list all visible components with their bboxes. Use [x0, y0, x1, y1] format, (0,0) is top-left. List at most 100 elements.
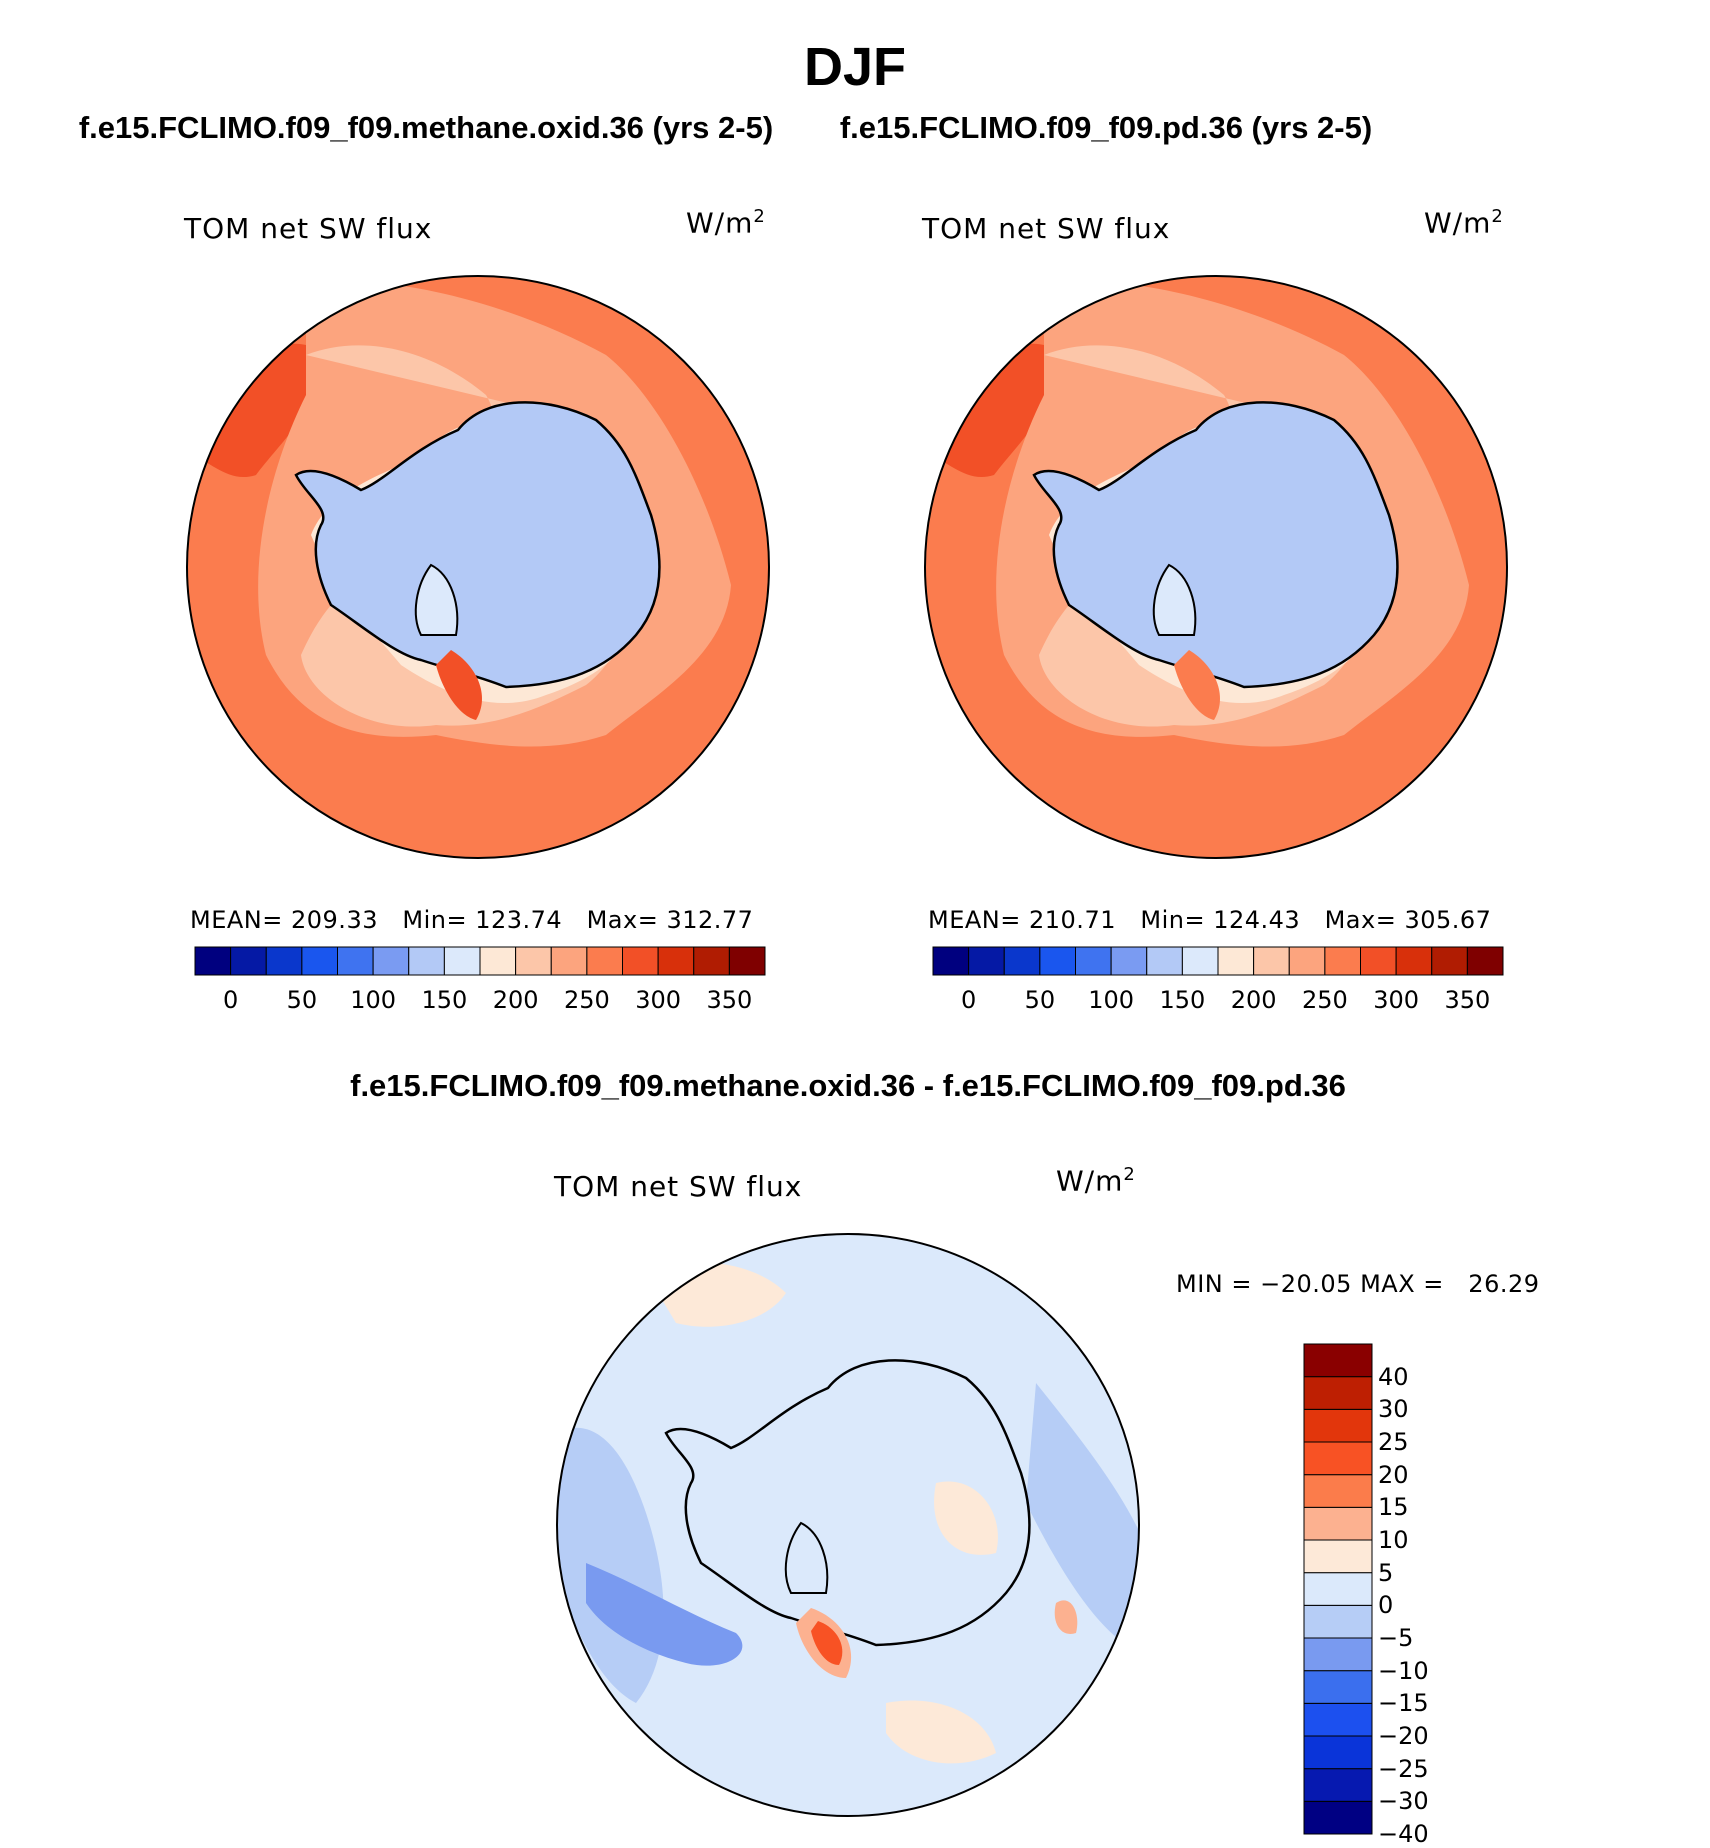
- colorbar-tick-label: −20: [1378, 1722, 1429, 1750]
- panel-1-colorbar: [194, 946, 766, 976]
- colorbar-swatch: [1303, 1343, 1373, 1378]
- panel-2-map: [924, 275, 1508, 859]
- panel-1-ross-sea-anomaly: [436, 650, 482, 720]
- panel-1-antarctica-ice: [296, 402, 660, 687]
- colorbar-swatch: [1431, 946, 1468, 976]
- panel-2-variable-label: TOM net SW flux: [922, 212, 1171, 245]
- panel-3-strong-negative-region: [586, 1563, 743, 1666]
- panel-2-colorbar-ticks: 0 50 100 150 200 250 300 350: [933, 986, 1503, 1016]
- colorbar-swatch: [550, 946, 588, 976]
- colorbar-tick-label: 0: [960, 986, 977, 1014]
- colorbar-swatch: [1303, 1604, 1373, 1639]
- colorbar-swatch: [1303, 1539, 1373, 1574]
- panel-1-map-border: [186, 275, 770, 859]
- panel-1-case-title: f.e15.FCLIMO.f09_f09.methane.oxid.36 (yr…: [78, 110, 774, 145]
- colorbar-tick-label: 350: [706, 986, 753, 1014]
- colorbar-swatch: [1181, 946, 1219, 976]
- colorbar-swatch: [1303, 1670, 1373, 1704]
- colorbar-tick-label: 40: [1378, 1362, 1409, 1391]
- figure-title: DJF: [803, 37, 906, 97]
- colorbar-swatch: [1303, 1506, 1373, 1541]
- colorbar-tick-label: −15: [1378, 1689, 1429, 1718]
- panel-2-antarctica-ice: [1034, 402, 1398, 687]
- colorbar-swatch: [932, 946, 970, 976]
- colorbar-swatch: [408, 946, 445, 976]
- colorbar-swatch: [443, 946, 481, 976]
- colorbar-swatch: [1146, 946, 1183, 976]
- colorbar-tick-label: 15: [1378, 1493, 1409, 1522]
- colorbar-swatch: [1303, 1768, 1373, 1802]
- colorbar-swatch: [728, 946, 766, 976]
- panel-2-map-border: [924, 275, 1508, 859]
- panel-3-colorbar-ticks: 40 30 25 20 15 10 5 0 −5 −10 −15 −20 −25 −30 −40: [1378, 1344, 1458, 1848]
- panel-2-colorbar: [932, 946, 1504, 976]
- colorbar-tick-label: 250: [563, 986, 610, 1014]
- panel-2-ross-sea-anomaly: [1174, 650, 1220, 720]
- colorbar-tick-label: 0: [1378, 1591, 1394, 1620]
- colorbar-swatch: [1466, 946, 1504, 976]
- colorbar-swatch: [230, 946, 267, 976]
- colorbar-swatch: [479, 946, 517, 976]
- colorbar-swatch: [1217, 946, 1255, 976]
- panel-1-ross-ice-shelf: [414, 563, 459, 636]
- colorbar-tick-label: 150: [1159, 986, 1206, 1014]
- colorbar-swatch: [1303, 1735, 1373, 1770]
- panel-3-case-title: f.e15.FCLIMO.f09_f09.methane.oxid.36 - f…: [350, 1068, 1346, 1103]
- colorbar-swatch: [265, 946, 303, 976]
- colorbar-tick-label: 200: [492, 986, 539, 1014]
- panel-3-positive-spot-east: [1054, 1600, 1078, 1634]
- colorbar-tick-label: 10: [1378, 1526, 1409, 1554]
- panel-1-colorbar-ticks: 0 50 100 150 200 250 300 350: [195, 986, 765, 1016]
- colorbar-tick-label: 300: [635, 986, 682, 1014]
- colorbar-tick-label: 50: [286, 986, 318, 1014]
- panel-3-units: W/m2: [1056, 1164, 1136, 1198]
- panel-3-positive-region-ice: [934, 1481, 998, 1555]
- colorbar-tick-label: −5: [1378, 1624, 1414, 1652]
- colorbar-tick-label: 25: [1378, 1428, 1409, 1456]
- colorbar-swatch: [337, 946, 374, 976]
- colorbar-tick-label: −30: [1378, 1787, 1429, 1816]
- colorbar-tick-label: 100: [1088, 986, 1135, 1014]
- colorbar-tick-label: −25: [1378, 1754, 1429, 1783]
- colorbar-swatch: [622, 946, 659, 976]
- colorbar-tick-label: 350: [1444, 986, 1491, 1014]
- colorbar-swatch: [968, 946, 1005, 976]
- panel-3-stats: MIN = −20.05 MAX = 26.29: [1176, 1270, 1540, 1298]
- panel-2-units: W/m2: [1424, 206, 1504, 240]
- colorbar-swatch: [1303, 1800, 1373, 1835]
- panel-3-ross-ice-shelf: [784, 1521, 829, 1594]
- colorbar-swatch: [1303, 1441, 1373, 1476]
- colorbar-tick-label: −10: [1378, 1656, 1429, 1685]
- panel-1-stats: MEAN= 209.33 Min= 123.74 Max= 312.77: [190, 906, 754, 934]
- colorbar-swatch: [1303, 1572, 1373, 1606]
- colorbar-swatch: [301, 946, 338, 976]
- colorbar-swatch: [1360, 946, 1397, 976]
- panel-2-stats: MEAN= 210.71 Min= 124.43 Max= 305.67: [928, 906, 1492, 934]
- panel-3-variable-label: TOM net SW flux: [554, 1170, 803, 1203]
- colorbar-swatch: [657, 946, 695, 976]
- panel-1-high-flux-region: [187, 343, 316, 477]
- panel-3-negative-region-east: [1026, 1383, 1139, 1653]
- panel-1-units: W/m2: [686, 206, 766, 240]
- colorbar-swatch: [1253, 946, 1290, 976]
- panel-1-map: [186, 275, 770, 859]
- colorbar-swatch: [1303, 1408, 1373, 1443]
- panel-3-map-border: [556, 1233, 1140, 1817]
- colorbar-swatch: [1303, 1637, 1373, 1672]
- colorbar-swatch: [1039, 946, 1076, 976]
- colorbar-swatch: [194, 946, 232, 976]
- panel-3-ross-sea-anomaly-core: [811, 1621, 843, 1665]
- panel-3-map: [556, 1233, 1140, 1817]
- colorbar-swatch: [1003, 946, 1041, 976]
- colorbar-swatch: [515, 946, 552, 976]
- colorbar-tick-label: 30: [1378, 1395, 1409, 1424]
- colorbar-swatch: [1075, 946, 1112, 976]
- panel-1-variable-label: TOM net SW flux: [184, 212, 433, 245]
- panel-2-case-title: f.e15.FCLIMO.f09_f09.pd.36 (yrs 2-5): [839, 110, 1373, 145]
- panel-3-positive-region-south: [886, 1700, 996, 1764]
- colorbar-tick-label: 50: [1024, 986, 1056, 1014]
- colorbar-tick-label: 250: [1301, 986, 1348, 1014]
- colorbar-tick-label: 5: [1378, 1558, 1394, 1587]
- panel-2-ross-ice-shelf: [1152, 563, 1197, 636]
- colorbar-swatch: [1288, 946, 1326, 976]
